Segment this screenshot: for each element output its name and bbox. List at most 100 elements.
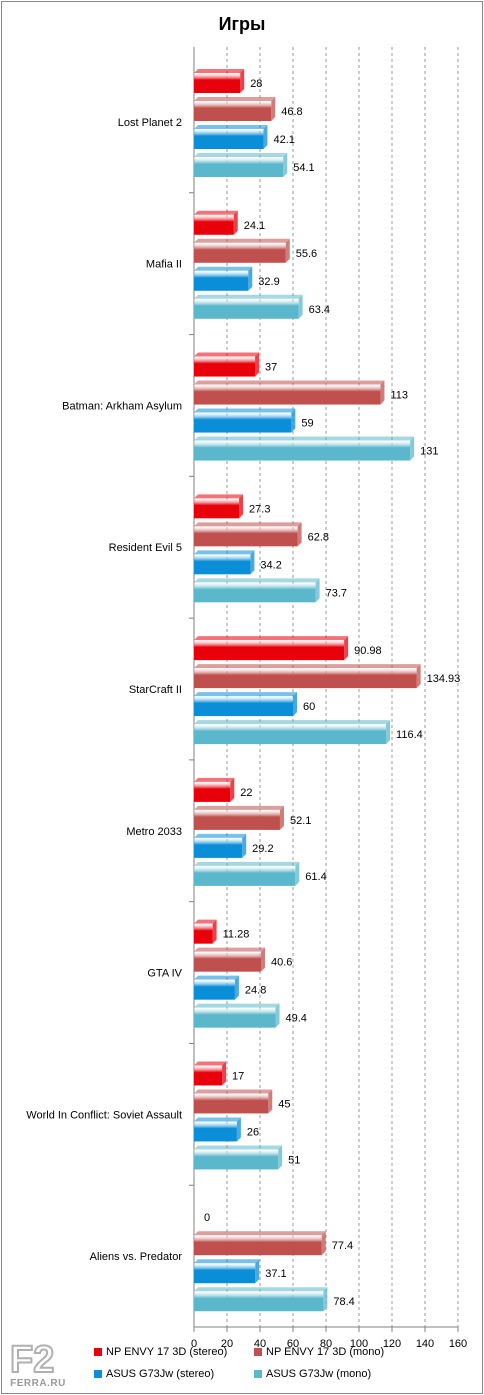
category-label: Lost Planet 2: [118, 117, 182, 129]
data-label: 63.4: [309, 304, 330, 316]
x-tick-label: 40: [254, 1338, 266, 1350]
bar: [194, 668, 417, 689]
data-label: 40.6: [271, 957, 292, 969]
legend-item: NP ENVY 17 3D (stereo): [94, 1344, 227, 1360]
legend-swatch: [254, 1348, 262, 1356]
bar-side: [239, 494, 244, 519]
bar-side: [285, 238, 290, 263]
bar: [194, 526, 298, 547]
category-label: StarCraft II: [129, 684, 182, 696]
category-label: Mafia II: [146, 259, 182, 271]
bar-side: [233, 210, 238, 235]
x-tick-label: 120: [383, 1338, 401, 1350]
data-label: 60: [303, 701, 315, 713]
bar-top: [194, 975, 239, 980]
data-label: 116.4: [396, 729, 423, 741]
chart-title: Игры: [218, 14, 266, 34]
bar-side: [230, 777, 235, 802]
data-label: 32.9: [258, 276, 279, 288]
data-label: 51: [288, 1154, 300, 1166]
bar-side: [255, 1259, 260, 1284]
bar-side: [298, 294, 303, 319]
bar: [194, 356, 256, 377]
category-label: World In Conflict: Soviet Assault: [26, 1109, 182, 1121]
bar-side: [278, 1145, 283, 1170]
bar: [194, 1065, 223, 1086]
bar-side: [321, 1231, 326, 1256]
legend-label: ASUS G73Jw (stereo): [106, 1368, 215, 1380]
bar-top: [194, 522, 302, 527]
x-tick-label: 80: [320, 1338, 332, 1350]
bar-side: [283, 153, 288, 177]
data-label: 78.4: [333, 1296, 354, 1308]
bar-top: [194, 805, 284, 810]
chart-legend: NP ENVY 17 3D (stereo) NP ENVY 17 3D (mon…: [94, 1344, 474, 1388]
bar-top: [194, 97, 276, 101]
bar: [194, 1007, 276, 1028]
x-tick-label: 160: [449, 1338, 467, 1350]
bar: [194, 554, 251, 575]
bar-side: [323, 1287, 328, 1312]
bar: [194, 923, 213, 944]
x-tick-label: 60: [287, 1338, 299, 1350]
bar-side: [234, 975, 239, 1000]
ferra-logo-text: FERRA.RU: [10, 1378, 66, 1389]
bar-top: [194, 294, 303, 299]
bar-top: [194, 777, 235, 782]
bar-top: [194, 1259, 260, 1264]
bar-top: [194, 1287, 328, 1292]
legend-swatch: [254, 1370, 262, 1378]
bar-top: [194, 238, 290, 243]
bar: [194, 214, 234, 235]
bar-top: [194, 1003, 280, 1008]
bar-side: [268, 1089, 273, 1114]
x-tick-label: 0: [191, 1338, 197, 1350]
bar-top: [194, 1061, 227, 1066]
legend-item: NP ENVY 17 3D (mono): [254, 1344, 384, 1360]
bar-top: [194, 664, 421, 669]
bar-side: [240, 69, 245, 93]
bar-top: [194, 720, 391, 725]
bar-side: [275, 1003, 280, 1028]
data-label: 24.8: [245, 985, 266, 997]
bar-side: [315, 578, 320, 603]
data-label: 46.8: [281, 106, 302, 118]
data-label: 62.8: [308, 531, 329, 543]
bar-side: [279, 805, 284, 830]
bar: [194, 73, 241, 93]
data-label: 17: [232, 1070, 244, 1082]
bar-top: [194, 636, 349, 641]
bar-side: [291, 408, 296, 433]
bar-side: [410, 436, 415, 461]
bar-top: [194, 947, 265, 952]
bar-top: [194, 861, 300, 866]
bar: [194, 298, 299, 319]
data-label: 73.7: [326, 587, 347, 599]
bar: [194, 1291, 324, 1312]
data-label: 26: [247, 1126, 259, 1138]
bar-top: [194, 550, 255, 555]
data-label: 77.4: [332, 1240, 353, 1252]
bar-top: [194, 408, 296, 413]
bar: [194, 696, 293, 717]
bar-top: [194, 266, 253, 271]
bar: [194, 979, 235, 1000]
category-label: Resident Evil 5: [109, 542, 182, 554]
data-label: 24.1: [244, 220, 265, 232]
legend-swatch: [94, 1348, 102, 1356]
data-label: 49.4: [286, 1013, 307, 1025]
bar: [194, 1263, 256, 1284]
bar: [194, 582, 316, 603]
bar-top: [194, 352, 260, 357]
bar: [194, 498, 240, 519]
bar-top: [194, 1117, 241, 1122]
x-tick-label: 100: [350, 1338, 368, 1350]
svg-text:F2: F2: [10, 1339, 54, 1378]
bar-top: [194, 210, 238, 215]
legend-item: ASUS G73Jw (mono): [254, 1366, 371, 1382]
bar-side: [222, 1061, 227, 1086]
x-tick-label: 20: [221, 1338, 233, 1350]
bar: [194, 1235, 322, 1256]
data-label: 61.4: [305, 871, 326, 883]
bar-side: [212, 919, 217, 944]
